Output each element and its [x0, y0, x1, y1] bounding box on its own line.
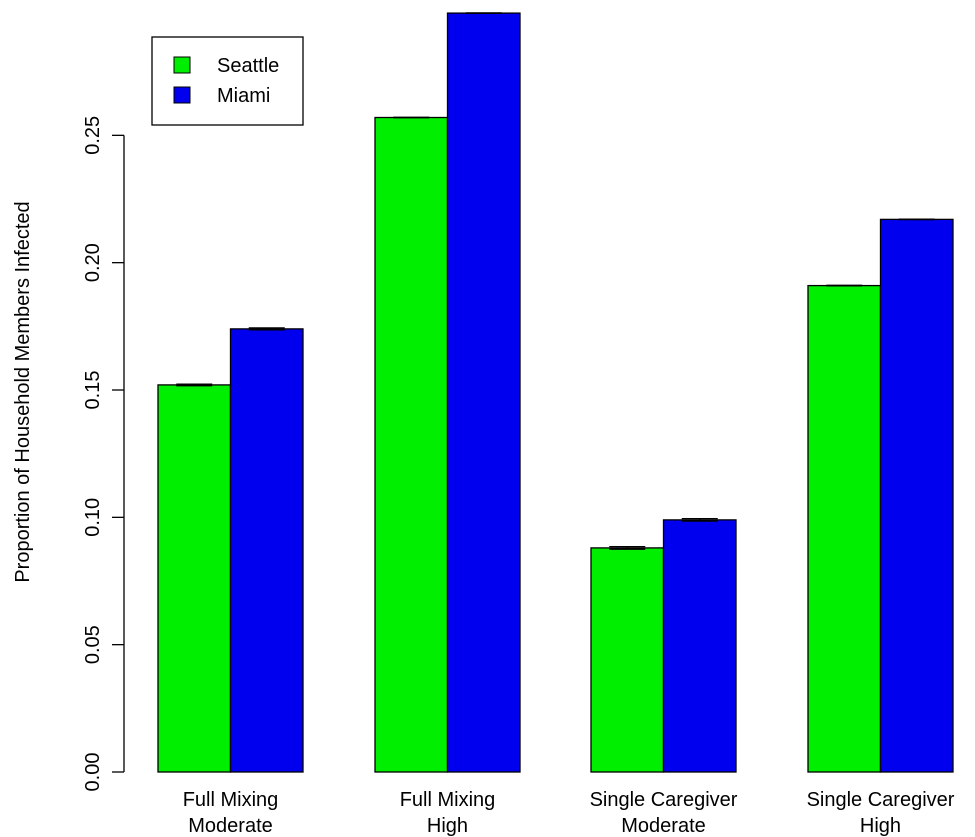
legend: Seattle Miami: [151, 36, 304, 126]
y-tick-label: 0.25: [82, 116, 104, 155]
y-tick-label: 0.05: [82, 625, 104, 664]
x-tick-label-2-1: Moderate: [621, 815, 706, 837]
x-tick-label-1-0: Full Mixing: [400, 789, 496, 811]
bar-seattle-3: [807, 284, 882, 773]
x-tick-label-1-1: High: [427, 815, 468, 837]
y-tick-label: 0.20: [82, 243, 104, 282]
y-tick-label: 0.10: [82, 498, 104, 537]
error-bar-seattle-1: [393, 116, 430, 119]
error-bar-miami-3: [898, 218, 935, 221]
error-bar-seattle-3: [826, 284, 863, 287]
error-bar-seattle-2: [609, 545, 646, 550]
bar-seattle-1: [374, 116, 449, 773]
legend-swatch-seattle: [173, 56, 191, 74]
x-tick-label-0-0: Full Mixing: [183, 789, 279, 811]
x-tick-label-0-1: Moderate: [188, 815, 273, 837]
x-tick-label-3-0: Single Caregiver: [807, 789, 955, 811]
legend-swatch-miami: [173, 86, 191, 104]
error-bar-miami-0: [248, 327, 285, 331]
bar-seattle-2: [590, 547, 665, 773]
legend-label-miami: Miami: [217, 85, 270, 107]
x-axis-labels: Full Mixing Moderate Full Mixing High Single…: [183, 789, 955, 837]
error-bar-miami-1: [465, 12, 502, 14]
bar-miami-3: [879, 218, 954, 773]
x-tick-label-2-0: Single Caregiver: [590, 789, 738, 811]
bar-miami-1: [446, 12, 521, 773]
y-tick-label: 0.00: [82, 753, 104, 792]
y-axis: 0.00 0.05 0.10 0.15 0.20 0.25: [82, 116, 125, 792]
bars: [157, 12, 954, 773]
bar-miami-2: [662, 519, 737, 773]
y-tick-label: 0.15: [82, 371, 104, 410]
bar-miami-0: [229, 328, 304, 773]
error-bar-miami-2: [681, 517, 718, 522]
y-axis-label: Proportion of Household Members Infected: [12, 201, 34, 582]
legend-box: [151, 36, 304, 126]
bar-seattle-0: [157, 384, 232, 773]
legend-label-seattle: Seattle: [217, 55, 279, 77]
x-tick-label-3-1: High: [860, 815, 901, 837]
error-bar-seattle-0: [176, 383, 213, 387]
